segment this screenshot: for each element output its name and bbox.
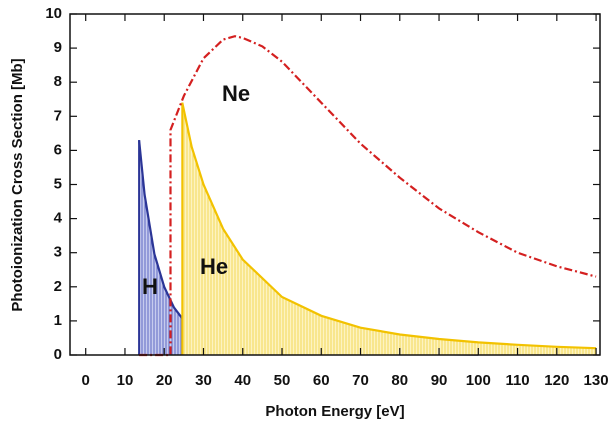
x-tick-label: 40 (234, 372, 251, 389)
x-tick-label: 120 (544, 372, 569, 389)
series-line (181, 102, 597, 350)
series-label: H (142, 274, 158, 299)
y-tick-label: 1 (54, 312, 62, 329)
y-tick-label: 6 (54, 141, 62, 158)
x-tick-label: 60 (313, 372, 330, 389)
y-tick-label: 9 (54, 39, 62, 56)
y-tick-label: 8 (54, 73, 62, 90)
x-axis-title: Photon Energy [eV] (265, 403, 404, 420)
x-tick-label: 50 (274, 372, 291, 389)
x-tick-label: 90 (431, 372, 448, 389)
x-tick-label: 10 (117, 372, 134, 389)
x-tick-label: 100 (466, 372, 491, 389)
y-axis-title: Photoionization Cross Section [Mb] (9, 58, 26, 311)
x-tick-label: 110 (505, 372, 529, 389)
x-tick-label: 130 (584, 372, 609, 389)
area-fill (139, 140, 479, 355)
x-tick-label: 0 (82, 372, 90, 389)
area-fill (182, 102, 597, 355)
y-tick-label: 7 (54, 107, 62, 124)
y-tick-label: 0 (54, 346, 62, 363)
series-label: Ne (222, 81, 250, 106)
y-tick-label: 4 (54, 210, 63, 227)
y-tick-label: 2 (54, 278, 62, 295)
x-tick-label: 20 (156, 372, 173, 389)
y-tick-label: 5 (54, 175, 62, 192)
x-tick-label: 30 (195, 372, 212, 389)
series-label: He (200, 254, 228, 279)
y-tick-label: 10 (45, 5, 62, 22)
x-tick-label: 80 (391, 372, 408, 389)
x-tick-label: 70 (352, 372, 369, 389)
series-line (139, 35, 597, 357)
y-tick-label: 3 (54, 244, 62, 261)
